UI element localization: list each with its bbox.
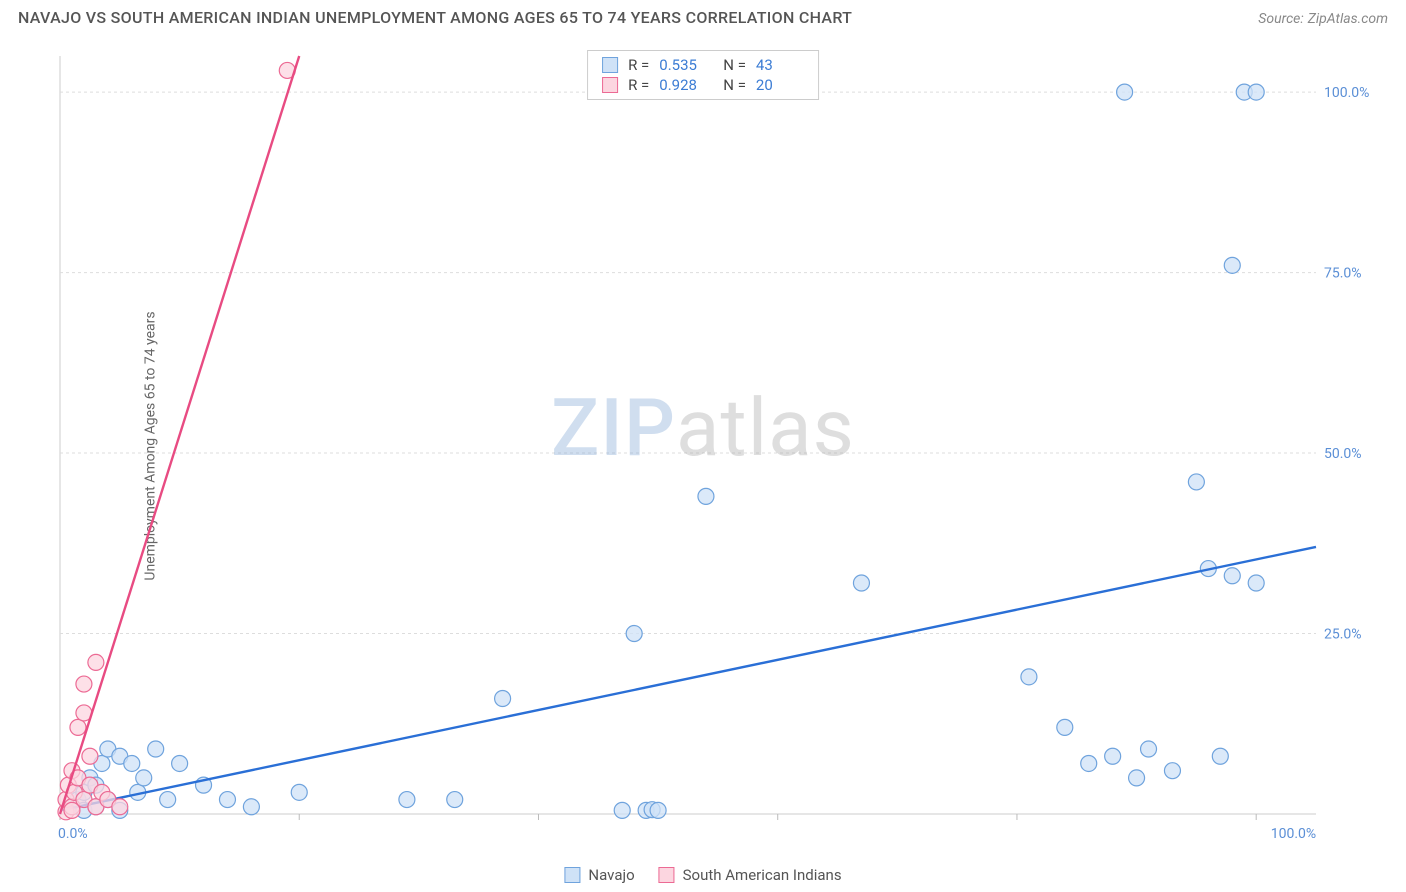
source-value: ZipAtlas.com xyxy=(1308,11,1388,27)
svg-text:25.0%: 25.0% xyxy=(1324,627,1362,643)
legend-row: R = 0.535 N = 43 xyxy=(602,55,804,75)
svg-text:100.0%: 100.0% xyxy=(1324,85,1369,101)
series-legend-label: Navajo xyxy=(588,866,634,884)
chart-title: NAVAJO VS SOUTH AMERICAN INDIAN UNEMPLOY… xyxy=(18,8,852,27)
legend-swatch xyxy=(659,867,675,883)
svg-text:75.0%: 75.0% xyxy=(1324,266,1362,282)
legend-n-value: 43 xyxy=(756,56,804,74)
legend-r-value: 0.535 xyxy=(659,56,707,74)
series-legend-item: Navajo xyxy=(564,866,634,884)
legend-r-value: 0.928 xyxy=(659,76,707,94)
legend-row: R = 0.928 N = 20 xyxy=(602,75,804,95)
series-legend: Navajo South American Indians xyxy=(564,866,841,884)
source-attribution: Source: ZipAtlas.com xyxy=(1258,8,1388,27)
legend-n-value: 20 xyxy=(756,76,804,94)
legend-n-label: N = xyxy=(723,76,746,94)
correlation-legend: R = 0.535 N = 43 R = 0.928 N = 20 xyxy=(587,50,819,100)
svg-text:50.0%: 50.0% xyxy=(1324,446,1362,462)
legend-swatch xyxy=(602,77,618,93)
legend-swatch xyxy=(602,57,618,73)
legend-r-label: R = xyxy=(628,76,649,94)
source-label: Source: xyxy=(1258,11,1303,27)
legend-n-label: N = xyxy=(723,56,746,74)
svg-text:100.0%: 100.0% xyxy=(1271,826,1316,842)
chart-plot-area: 25.0% 50.0% 75.0% 100.0% 0.0% 100.0% xyxy=(56,50,1390,850)
legend-swatch xyxy=(564,867,580,883)
svg-text:0.0%: 0.0% xyxy=(58,826,88,842)
legend-r-label: R = xyxy=(628,56,649,74)
series-legend-label: South American Indians xyxy=(683,866,842,884)
series-legend-item: South American Indians xyxy=(659,866,842,884)
